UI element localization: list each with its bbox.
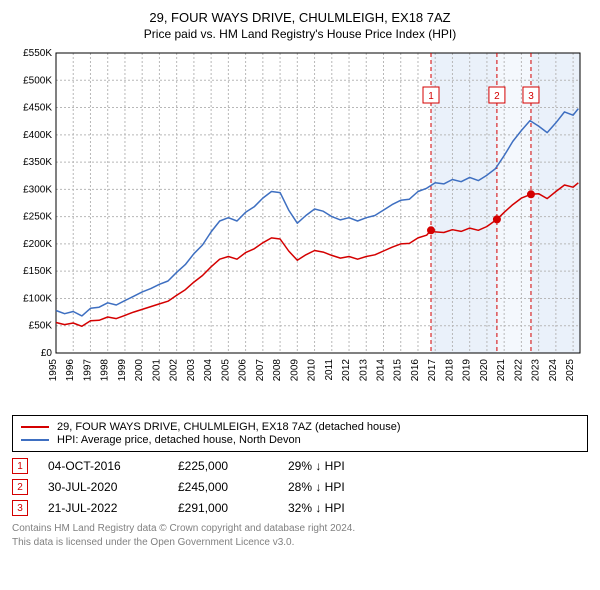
svg-text:2016: 2016 — [410, 359, 421, 382]
sale-price: £245,000 — [178, 480, 268, 494]
line-chart-svg: £0 £50K £100K £150K £200K £250K £300K £350K £400… — [12, 47, 588, 407]
svg-text:1996: 1996 — [65, 359, 76, 382]
svg-text:2021: 2021 — [496, 359, 507, 382]
svg-text:2005: 2005 — [220, 359, 231, 382]
svg-text:1: 1 — [428, 91, 434, 102]
svg-text:2011: 2011 — [324, 359, 335, 381]
svg-text:£550K: £550K — [23, 48, 52, 59]
legend-item: 29, FOUR WAYS DRIVE, CHULMLEIGH, EX18 7A… — [21, 421, 579, 433]
sale-delta: 29% ↓ HPI — [288, 459, 398, 473]
legend-label: 29, FOUR WAYS DRIVE, CHULMLEIGH, EX18 7A… — [57, 421, 401, 433]
svg-text:£250K: £250K — [23, 212, 52, 223]
svg-text:2024: 2024 — [548, 359, 559, 382]
svg-text:£400K: £400K — [23, 130, 52, 141]
svg-text:£300K: £300K — [23, 184, 52, 195]
footnote-line: This data is licensed under the Open Gov… — [12, 536, 588, 550]
svg-text:2000: 2000 — [134, 359, 145, 382]
sale-delta: 28% ↓ HPI — [288, 480, 398, 494]
svg-text:2013: 2013 — [358, 359, 369, 382]
svg-text:2018: 2018 — [444, 359, 455, 382]
svg-text:£100K: £100K — [23, 293, 52, 304]
chart-container: 29, FOUR WAYS DRIVE, CHULMLEIGH, EX18 7A… — [0, 0, 600, 559]
svg-text:2009: 2009 — [289, 359, 300, 382]
svg-text:2004: 2004 — [203, 359, 214, 382]
svg-text:2019: 2019 — [462, 359, 473, 382]
svg-text:2002: 2002 — [169, 359, 180, 382]
svg-text:2008: 2008 — [272, 359, 283, 382]
legend-box: 29, FOUR WAYS DRIVE, CHULMLEIGH, EX18 7A… — [12, 415, 588, 452]
chart-subtitle: Price paid vs. HM Land Registry's House … — [12, 27, 588, 41]
svg-text:2014: 2014 — [376, 359, 387, 382]
svg-text:2017: 2017 — [427, 359, 438, 382]
svg-text:£200K: £200K — [23, 239, 52, 250]
chart-title: 29, FOUR WAYS DRIVE, CHULMLEIGH, EX18 7A… — [12, 10, 588, 25]
svg-text:2001: 2001 — [151, 359, 162, 382]
svg-text:2020: 2020 — [479, 359, 490, 382]
svg-text:2010: 2010 — [307, 359, 318, 382]
sale-delta: 32% ↓ HPI — [288, 501, 398, 515]
svg-text:2007: 2007 — [255, 359, 266, 382]
svg-text:£500K: £500K — [23, 75, 52, 86]
chart-plot-area: £0 £50K £100K £150K £200K £250K £300K £350K £400… — [12, 47, 588, 407]
sale-row: 1 04-OCT-2016 £225,000 29% ↓ HPI — [12, 458, 588, 474]
legend-item: HPI: Average price, detached house, Nort… — [21, 434, 579, 446]
legend-swatch — [21, 426, 49, 428]
sale-marker: 2 — [12, 479, 28, 495]
footnote-line: Contains HM Land Registry data © Crown c… — [12, 522, 588, 536]
svg-text:2022: 2022 — [513, 359, 524, 382]
svg-text:2006: 2006 — [238, 359, 249, 382]
sale-price: £225,000 — [178, 459, 268, 473]
svg-text:3: 3 — [528, 91, 534, 102]
footnote: Contains HM Land Registry data © Crown c… — [12, 522, 588, 549]
sale-marker: 1 — [12, 458, 28, 474]
sale-marker: 3 — [12, 500, 28, 516]
sale-row: 2 30-JUL-2020 £245,000 28% ↓ HPI — [12, 479, 588, 495]
svg-text:2025: 2025 — [565, 359, 576, 382]
svg-text:2: 2 — [494, 91, 500, 102]
svg-text:2003: 2003 — [186, 359, 197, 382]
svg-text:2023: 2023 — [531, 359, 542, 382]
svg-text:£350K: £350K — [23, 157, 52, 168]
svg-text:1998: 1998 — [100, 359, 111, 382]
svg-text:£0: £0 — [41, 348, 53, 359]
svg-text:1995: 1995 — [48, 359, 59, 382]
svg-text:1997: 1997 — [82, 359, 93, 382]
svg-text:1999: 1999 — [117, 359, 128, 382]
sale-date: 30-JUL-2020 — [48, 480, 158, 494]
svg-text:£150K: £150K — [23, 266, 52, 277]
svg-text:2015: 2015 — [393, 359, 404, 382]
sale-price: £291,000 — [178, 501, 268, 515]
sale-date: 21-JUL-2022 — [48, 501, 158, 515]
svg-text:£50K: £50K — [29, 321, 53, 332]
svg-text:£450K: £450K — [23, 103, 52, 114]
sale-row: 3 21-JUL-2022 £291,000 32% ↓ HPI — [12, 500, 588, 516]
sales-table: 1 04-OCT-2016 £225,000 29% ↓ HPI 2 30-JUL-202… — [12, 458, 588, 516]
sale-date: 04-OCT-2016 — [48, 459, 158, 473]
svg-text:2012: 2012 — [341, 359, 352, 382]
legend-swatch — [21, 439, 49, 441]
legend-label: HPI: Average price, detached house, Nort… — [57, 434, 301, 446]
